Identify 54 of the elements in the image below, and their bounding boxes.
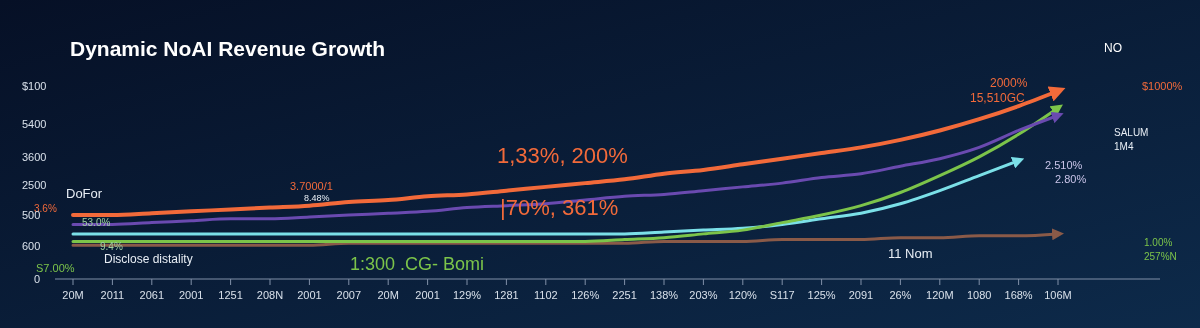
x-tick-label: 20M bbox=[62, 289, 84, 301]
x-tick-label: 120% bbox=[728, 289, 758, 301]
text: 5400 bbox=[22, 118, 47, 130]
x-tick-label: 2007 bbox=[336, 289, 362, 301]
annotation: DoFor bbox=[66, 186, 103, 201]
x-tick-label: S117 bbox=[769, 289, 795, 301]
x-tick-label: 1102 bbox=[533, 289, 558, 301]
text: 3600 bbox=[22, 151, 47, 163]
text: 2000% bbox=[990, 76, 1028, 90]
x-tick-label: 2001 bbox=[178, 289, 204, 301]
annotation: 9.4% bbox=[100, 241, 123, 252]
annotation: 3.7000/1 bbox=[290, 180, 333, 192]
x-tick-label: 2011 bbox=[100, 289, 125, 301]
annotation: 1,33%, 200% bbox=[497, 143, 628, 168]
annotation: 8.48% bbox=[304, 193, 330, 203]
x-tick-label: 129% bbox=[452, 289, 482, 301]
annotation: S7.00% bbox=[36, 262, 75, 274]
annotation: Disclose distality bbox=[104, 252, 193, 266]
x-tick-label: 168% bbox=[1004, 289, 1033, 301]
annotation: 2.80% bbox=[1055, 173, 1087, 185]
annotation: 15,510GC bbox=[970, 91, 1026, 105]
text: 2500 bbox=[22, 179, 47, 191]
text: 600 bbox=[22, 240, 41, 252]
x-tick-label: 125% bbox=[807, 289, 836, 301]
x-tick-label: 2091 bbox=[848, 289, 874, 301]
x-tick-label: 138% bbox=[649, 289, 679, 301]
annotation: 2.510% bbox=[1045, 159, 1083, 171]
annotation: 11 Nom bbox=[888, 246, 933, 261]
chart-title: Dynamic NoAI Revenue Growth bbox=[70, 37, 386, 60]
x-tick-label: 106M bbox=[1044, 289, 1072, 301]
x-tick-label: 1281 bbox=[494, 289, 519, 301]
x-tick-label: 2251 bbox=[612, 289, 637, 301]
x-tick-label: 2001 bbox=[297, 289, 322, 301]
x-tick-label: 2001 bbox=[415, 289, 440, 301]
annotation: 1:300 .CG- Bomi bbox=[350, 254, 485, 274]
x-tick-label: 2061 bbox=[139, 289, 165, 301]
text: NO bbox=[1104, 41, 1122, 55]
x-tick-label: 120M bbox=[926, 289, 954, 301]
x-tick-label: 1251 bbox=[218, 289, 243, 301]
text: 257%N bbox=[1144, 251, 1177, 262]
x-tick-label: 1080 bbox=[966, 289, 992, 301]
text: 0 bbox=[34, 273, 41, 285]
x-tick-label: 26% bbox=[889, 289, 912, 301]
x-tick-label: 126% bbox=[571, 289, 600, 301]
text: $1000% bbox=[1142, 80, 1183, 92]
annotation: 53.0% bbox=[82, 217, 111, 228]
x-tick-label: 208N bbox=[256, 289, 284, 301]
annotation: |70%, 361% bbox=[500, 195, 619, 220]
text: 1.00% bbox=[1144, 237, 1173, 248]
text: $100 bbox=[22, 80, 47, 92]
x-tick-label: 20M bbox=[377, 289, 399, 301]
text: 1M4 bbox=[1114, 141, 1134, 152]
text: SALUM bbox=[1114, 127, 1149, 138]
x-tick-label: 203% bbox=[689, 289, 718, 301]
